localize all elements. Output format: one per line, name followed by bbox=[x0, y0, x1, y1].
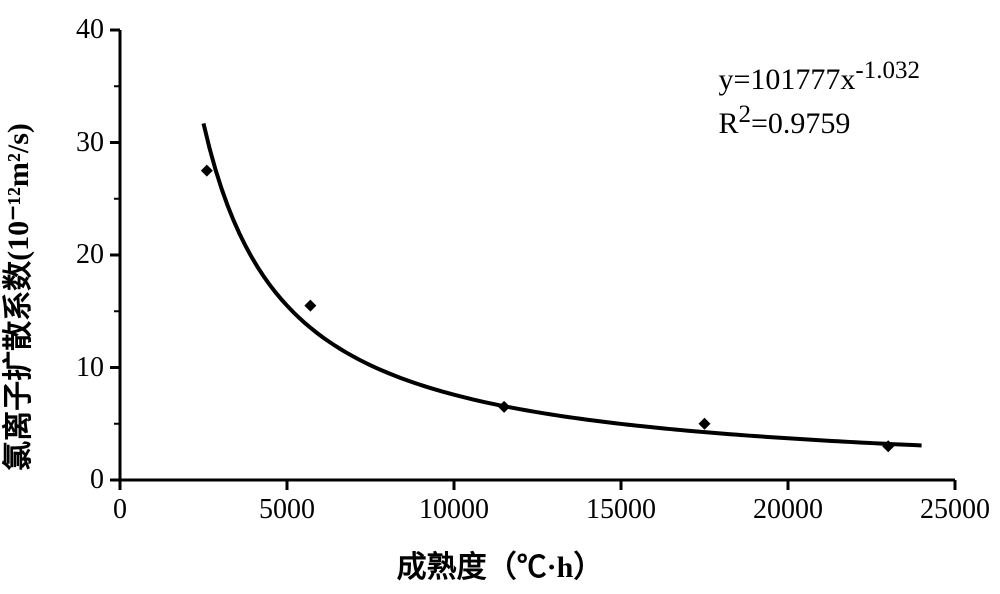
x-tick-label: 25000 bbox=[920, 494, 990, 526]
y-tick-label: 30 bbox=[76, 127, 104, 159]
x-tick-label: 20000 bbox=[753, 494, 823, 526]
data-point bbox=[699, 418, 711, 430]
fit-curve bbox=[204, 123, 922, 445]
data-point bbox=[498, 401, 510, 413]
x-tick-label: 5000 bbox=[259, 494, 315, 526]
y-tick-label: 10 bbox=[76, 352, 104, 384]
y-tick-label: 40 bbox=[76, 14, 104, 46]
data-point bbox=[304, 300, 316, 312]
y-tick-label: 0 bbox=[90, 464, 104, 496]
x-tick-label: 15000 bbox=[586, 494, 656, 526]
y-tick-label: 20 bbox=[76, 239, 104, 271]
plot-area bbox=[0, 0, 1000, 594]
x-tick-label: 10000 bbox=[419, 494, 489, 526]
x-tick-label: 0 bbox=[113, 494, 127, 526]
data-point bbox=[201, 165, 213, 177]
chart-container: 氯离子扩散系数(10⁻¹²m²/s) 成熟度（℃·h） y=101777x-1.… bbox=[0, 0, 1000, 594]
